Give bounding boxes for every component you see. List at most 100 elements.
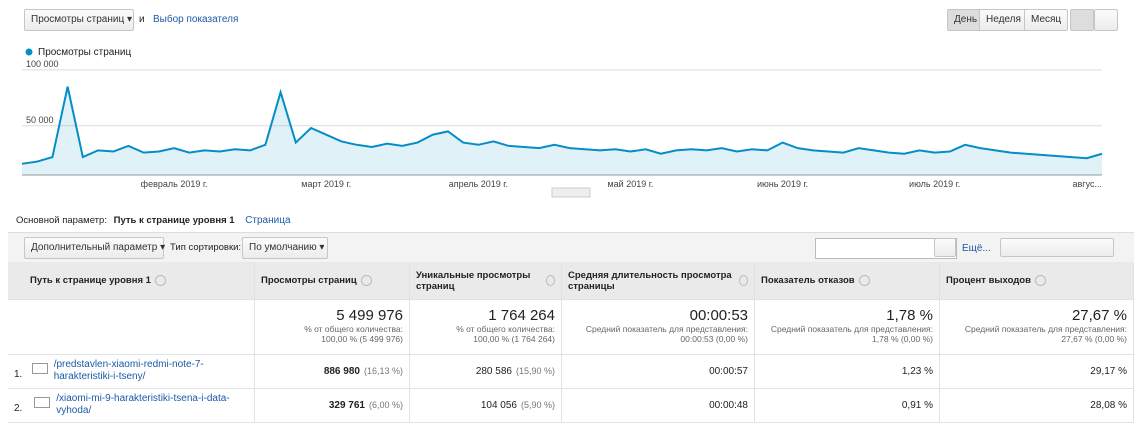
line [21,86,1103,165]
row-dimension: 1. /predstavlen-xiaomi-redmi-note-7-harak… [8,355,255,389]
x-tick-label: апрель 2019 г. [449,179,508,189]
totals-label [8,300,255,355]
row-value: 00:00:57 [709,366,748,377]
header-text: Просмотры страниц [261,275,357,286]
total-value: 00:00:53 [689,307,748,324]
header-text: Уникальные просмотры страниц [416,269,531,292]
dimension-active[interactable]: Путь к странице уровня 1 [113,215,235,226]
help-icon [545,275,555,286]
total-note: Средний показатель для представления: [964,324,1127,334]
secondary-text: Дополнительный параметр [31,242,158,253]
totals-cell: 1,78 % Средний показатель для представлен… [755,300,940,355]
y-tick-label: 50 000 [26,115,54,125]
total-value: 27,67 % [1071,307,1127,324]
metric-select[interactable]: Просмотры страниц ▾ [24,9,134,31]
header-text: Показатель отказов [761,275,855,286]
totals-cell: 00:00:53 Средний показатель для представл… [562,300,755,355]
column-header[interactable]: Путь к странице уровня 1 [8,262,255,300]
row-cell: 00:00:48 [562,389,755,423]
area-fill [22,86,1102,175]
y-tick-label: 100 000 [26,59,59,69]
legend-dot [25,48,33,56]
row-value: 28,08 % [1090,400,1127,411]
column-header[interactable]: Уникальные просмотры страниц [410,262,562,300]
column-header[interactable]: Процент выходов [940,262,1134,300]
scroll-handle[interactable] [551,187,591,198]
and-text: и [139,14,145,25]
row-cell: 00:00:57 [562,355,755,389]
help-icon [738,275,748,286]
period-month[interactable]: Месяц [1024,9,1069,31]
row-cell: 280 586 (15,90 %) [410,355,562,389]
totals-cell: 5 499 976% от общего количества: 100,00 %… [255,300,410,355]
header-text: Процент выходов [946,275,1031,286]
row-cell: 29,17 % [940,355,1134,389]
row-path[interactable]: /predstavlen-xiaomi-redmi-note-7-harakte… [53,359,204,382]
row-cell: 0,91 % [755,389,940,423]
help-icon [858,275,870,286]
row-value: 0,91 % [901,400,933,411]
metric-select-text: Просмотры страниц [31,14,125,25]
view-toggles[interactable] [1000,238,1114,257]
row-path[interactable]: /xiaomi-mi-9-harakteristiki-tsena-i-data… [56,393,230,416]
row-cell: 104 056 (5,90 %) [410,389,562,423]
x-tick-label: авгус... [1073,179,1102,189]
row-value: 1,23 % [901,366,933,377]
total-value: 1,78 % [886,307,933,324]
row-cell: 886 980 (16,13 %) [255,355,410,389]
totals-cell: 27,67 % Средний показатель для представле… [940,300,1134,355]
motion-chart-toggle[interactable] [1094,9,1118,31]
folder-icon [31,363,48,374]
total-note: Средний показатель для представления: [585,324,748,334]
sort-text: По умолчанию [249,242,317,253]
total-note: 27,67 % (0,00 %) [1061,334,1127,344]
column-header[interactable]: Показатель отказов [755,262,940,300]
row-value: 29,17 % [1090,366,1127,377]
period-week[interactable]: Неделя [979,9,1028,31]
header-text: Средняя длительность просмотра страницы [568,269,732,292]
search-box[interactable] [815,238,957,259]
dimension-other[interactable]: Страница [245,215,291,226]
row-index: 1. [14,369,23,380]
total-value: 1 764 264 [488,307,555,324]
sort-label: Тип сортировки: [170,242,242,253]
dimension-label: Основной параметр: [16,215,107,226]
secondary-dimension[interactable]: Дополнительный параметр ▾ [24,237,165,259]
row-value: 104 056 [480,400,517,411]
help-icon [360,275,372,286]
help-icon [1034,275,1046,286]
row-share: (15,90 %) [515,366,555,376]
help-icon [154,275,166,286]
row-value: 329 761 [328,400,365,411]
row-cell: 1,23 % [755,355,940,389]
folder-icon [34,397,51,408]
x-tick-label: май 2019 г. [607,179,653,189]
total-note: % от общего количества: [304,324,403,334]
x-tick-label: июль 2019 г. [909,179,960,189]
row-share: (6,00 %) [368,400,403,410]
column-header[interactable]: Просмотры страниц [255,262,410,300]
row-value: 886 980 [323,366,360,377]
pick-metric[interactable]: Выбор показателя [153,14,239,25]
total-note: 00:00:53 (0,00 %) [680,334,748,344]
row-share: (5,90 %) [520,400,555,410]
header-text: Путь к странице уровня 1 [30,275,151,286]
total-note: Средний показатель для представления: [770,324,933,334]
more-link[interactable]: Ещё... [962,243,991,254]
sort-select[interactable]: По умолчанию ▾ [242,237,328,259]
legend-label: Просмотры страниц [38,47,131,58]
search-button[interactable] [934,238,956,257]
line-chart-toggle[interactable] [1070,9,1094,31]
column-header[interactable]: Средняя длительность просмотра страницы [562,262,755,300]
total-note: 100,00 % (1 764 264) [473,334,555,344]
row-cell: 329 761 (6,00 %) [255,389,410,423]
x-tick-label: июнь 2019 г. [757,179,808,189]
total-note: % от общего количества: [456,324,555,334]
row-share: (16,13 %) [363,366,403,376]
total-value: 5 499 976 [336,307,403,324]
totals-cell: 1 764 264% от общего количества: 100,00 %… [410,300,562,355]
total-note: 100,00 % (5 499 976) [321,334,403,344]
dimension-bar: Основной параметр: Путь к странице уровн… [16,215,291,226]
chart: Просмотры страниц 50 000 100 000 февраль 2… [21,47,1103,198]
